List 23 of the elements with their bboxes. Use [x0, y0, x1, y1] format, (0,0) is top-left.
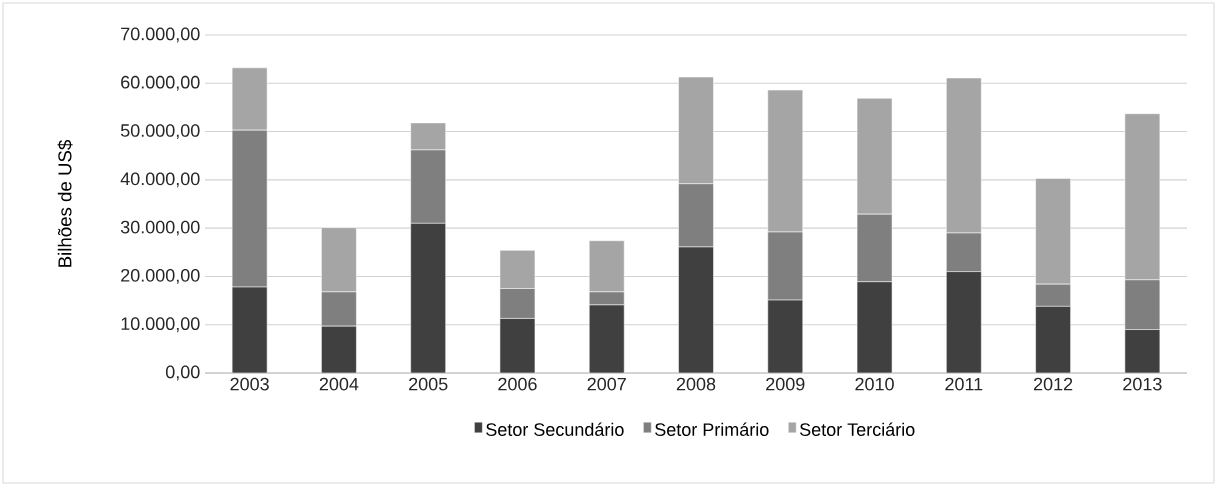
y-tick-label: 0,00 — [165, 365, 200, 381]
x-tick-label: 2006 — [498, 377, 537, 391]
x-tick-label: 2008 — [676, 377, 716, 391]
x-tick-label: 2003 — [230, 377, 269, 391]
x-tick-label: 2009 — [766, 377, 805, 391]
x-tick-label: 2004 — [319, 377, 359, 391]
x-tick-label: 2010 — [855, 377, 894, 391]
legend-label: Setor Primário — [655, 422, 769, 436]
x-tick-label: 2007 — [587, 377, 626, 391]
x-tick-label: 2013 — [1123, 377, 1162, 391]
y-tick-label: 20.000,00 — [121, 269, 200, 284]
y-tick-label: 10.000,00 — [121, 317, 200, 333]
legend-label: Setor Secundário — [486, 422, 624, 436]
y-tick-label: 70.000,00 — [121, 27, 200, 43]
x-tick-label: 2011 — [945, 377, 983, 391]
y-tick-label: 50.000,00 — [120, 124, 200, 140]
y-tick-label: 40.000,00 — [120, 172, 200, 188]
y-axis-title: Bilhões de US$ — [57, 140, 73, 267]
y-tick-label: 30.000,00 — [120, 220, 200, 236]
y-tick-label: 60.000,00 — [121, 75, 200, 91]
legend-label: Setor Terciário — [799, 422, 915, 436]
x-tick-label: 2012 — [1033, 377, 1073, 391]
x-tick-label: 2005 — [409, 377, 448, 391]
